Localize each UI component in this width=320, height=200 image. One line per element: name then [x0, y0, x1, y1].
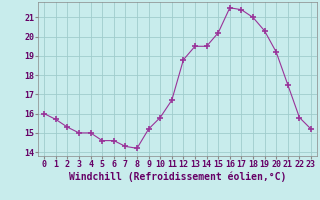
X-axis label: Windchill (Refroidissement éolien,°C): Windchill (Refroidissement éolien,°C) [69, 172, 286, 182]
